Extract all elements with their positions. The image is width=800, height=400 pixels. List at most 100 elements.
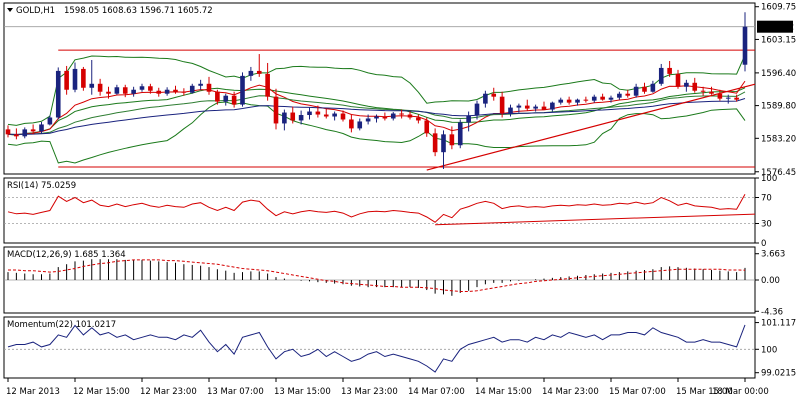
macd-signal-line xyxy=(8,259,746,292)
candle-body xyxy=(508,107,513,114)
candle-body xyxy=(474,103,480,116)
time-tick-label: 12 Mar 2013 xyxy=(6,387,60,397)
candle-body xyxy=(55,70,61,118)
candle-body xyxy=(64,70,69,90)
support-trendline xyxy=(426,83,756,171)
candle-body xyxy=(5,129,11,135)
candle-body xyxy=(181,91,187,93)
candle-body xyxy=(591,96,597,101)
rsi-support-trendline xyxy=(435,213,756,226)
rsi-level-lines xyxy=(4,197,755,224)
candle-body xyxy=(533,106,538,109)
time-tick-label: 12 Mar 15:00 xyxy=(73,387,130,397)
candle-body xyxy=(424,120,430,134)
bollinger-upper-line xyxy=(7,54,746,126)
candle-body xyxy=(173,89,178,92)
candle-body xyxy=(407,114,413,118)
candle-body xyxy=(374,116,379,119)
candle-body xyxy=(273,96,279,124)
candle-body xyxy=(231,95,237,105)
candle-body xyxy=(541,106,547,110)
candle-body xyxy=(47,117,53,125)
candle-body xyxy=(323,114,329,117)
time-tick-label: 18 Mar 00:00 xyxy=(712,387,769,397)
momentum-axis-ticks: 101.117 100 99.0215 xyxy=(755,319,796,379)
candle-body xyxy=(189,85,195,93)
candle-body xyxy=(131,89,136,94)
candle-body xyxy=(14,134,19,137)
collapse-arrow-icon[interactable] xyxy=(7,8,13,12)
candle-body xyxy=(349,119,354,129)
current-price-tag xyxy=(757,20,793,33)
price-trendline xyxy=(426,83,756,171)
time-tick-label: 14 Mar 23:00 xyxy=(542,387,599,397)
macd-histogram xyxy=(7,259,746,296)
rsi-panel: 100 70 30 0 RSI(14) 75.0259 xyxy=(3,174,777,249)
candle-body xyxy=(432,133,438,153)
candle-body xyxy=(290,112,296,121)
candle-body xyxy=(97,83,103,92)
time-tick-label: 13 Mar 15:00 xyxy=(274,387,331,397)
candlesticks xyxy=(5,12,748,170)
candle-body xyxy=(22,129,28,137)
candle-body xyxy=(332,113,337,117)
rsi-tick-label: 70 xyxy=(761,194,772,204)
candle-body xyxy=(441,134,446,153)
candle-body xyxy=(148,86,153,91)
candle-body xyxy=(240,75,245,105)
candle-body xyxy=(139,86,145,90)
momentum-line xyxy=(7,324,746,373)
price-level-lines xyxy=(4,26,755,168)
ma-mid-line xyxy=(7,91,746,136)
candle-body xyxy=(700,90,706,92)
candle-body xyxy=(600,96,605,100)
candle-body xyxy=(365,118,371,122)
candle-body xyxy=(742,26,748,65)
candle-body xyxy=(524,105,530,109)
current-price-tag-label: 1605.72 xyxy=(759,23,794,33)
candle-body xyxy=(491,93,497,97)
candle-body xyxy=(298,115,304,121)
candle-body xyxy=(550,102,555,110)
candle-body xyxy=(499,96,505,114)
candle-body xyxy=(340,113,346,120)
rsi-tick-label: 100 xyxy=(761,174,777,184)
candle-body xyxy=(717,93,723,99)
candle-body xyxy=(675,73,681,87)
candle-body xyxy=(650,83,656,92)
candle-body xyxy=(72,68,78,90)
macd-panel: 3.663 0.00 -4.36 MACD(12,26,9) 1.685 1.364 xyxy=(3,246,785,317)
bollinger-bands xyxy=(7,54,746,164)
time-tick-label: 13 Mar 07:00 xyxy=(207,387,264,397)
macd-tick-label: -4.36 xyxy=(761,307,783,317)
candle-body xyxy=(684,82,689,87)
candle-body xyxy=(265,73,270,97)
candle-body xyxy=(282,112,287,124)
candle-body xyxy=(583,99,589,101)
candle-body xyxy=(215,91,220,102)
candle-body xyxy=(516,105,522,108)
candle-body xyxy=(164,89,170,94)
candle-body xyxy=(39,124,44,132)
price-tick-label: 1603.15 xyxy=(761,35,796,45)
symbol-label: GOLD,H1 xyxy=(16,6,55,16)
candle-body xyxy=(106,91,111,94)
ohlc-label: 1598.05 1608.63 1596.71 1605.72 xyxy=(64,6,213,16)
candle-body xyxy=(206,83,212,92)
candle-body xyxy=(466,115,471,123)
time-tick-label: 15 Mar 07:00 xyxy=(609,387,666,397)
candle-body xyxy=(709,91,714,94)
candle-body xyxy=(575,99,580,103)
candle-body xyxy=(390,113,396,119)
candle-body xyxy=(566,99,572,103)
candle-body xyxy=(457,122,463,146)
price-tick-label: 1583.20 xyxy=(761,134,796,144)
macd-axis-ticks: 3.663 0.00 -4.36 xyxy=(755,250,785,317)
macd-tick-label: 3.663 xyxy=(761,250,785,260)
rsi-panel-frame xyxy=(3,177,756,244)
candle-body xyxy=(81,68,86,88)
candle-body xyxy=(156,90,162,94)
rsi-axis-ticks: 100 70 30 0 xyxy=(755,174,777,249)
candle-body xyxy=(89,83,95,88)
